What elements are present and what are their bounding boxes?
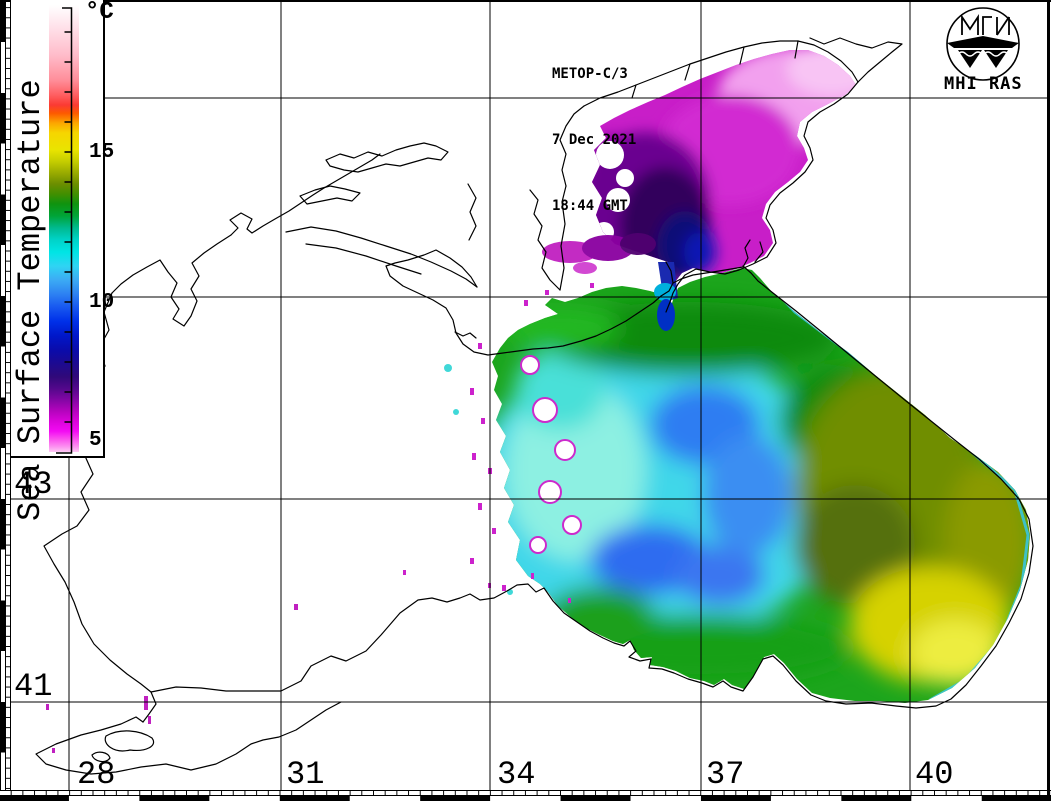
black-sea-sst-field xyxy=(492,268,1030,703)
longitude-ruler xyxy=(0,790,1051,801)
lat-label-41: 41 xyxy=(14,668,53,705)
logo-sail-right xyxy=(984,50,1008,68)
legend-unit-label: °C xyxy=(85,0,114,26)
longitude-ruler-ticks xyxy=(0,790,1051,795)
logo-monogram xyxy=(961,14,1010,36)
colorbar-gradient xyxy=(49,5,79,452)
latitude-ruler-blocks xyxy=(0,0,5,790)
lon-label-34: 34 xyxy=(497,756,536,793)
map-left-border xyxy=(10,0,11,790)
logo-wave xyxy=(957,51,1009,57)
latitude-ruler xyxy=(0,0,10,790)
colorbar-axis xyxy=(56,7,73,454)
longitude-ruler-blocks xyxy=(0,795,1051,801)
cloud-gaps xyxy=(520,355,582,554)
legend-tick-5: 5 xyxy=(89,429,102,452)
coastlines xyxy=(35,37,1034,775)
lon-label-37: 37 xyxy=(706,756,745,793)
image-header: METOP-C/3 7 Dec 2021 18:44 GMT xyxy=(552,19,636,261)
frame-top-border xyxy=(0,0,1051,2)
lat-label-43: 43 xyxy=(14,466,53,503)
satellite-name: METOP-C/3 xyxy=(552,66,628,82)
acquisition-time: 18:44 GMT xyxy=(552,198,628,214)
sivash-cold-patches xyxy=(542,233,656,274)
lon-label-40: 40 xyxy=(915,756,954,793)
lon-label-31: 31 xyxy=(286,756,325,793)
graticule xyxy=(10,2,1048,790)
latitude-ruler-ticks xyxy=(6,0,10,790)
colorbar-ticks xyxy=(64,31,72,423)
legend-tick-10: 10 xyxy=(89,291,115,314)
bosphorus-specks xyxy=(46,604,298,753)
mhi-ras-logo-icon xyxy=(946,7,1020,81)
acquisition-date: 7 Dec 2021 xyxy=(552,132,637,148)
latitude-ruler-divider xyxy=(5,0,6,790)
logo-wing xyxy=(947,36,1019,48)
frame-right-border xyxy=(1047,0,1050,801)
lon-label-28: 28 xyxy=(77,756,116,793)
logo-sail-left xyxy=(958,50,982,68)
colorbar-legend: Sea Surface Temperature °C 15 10 5 xyxy=(11,0,114,521)
logo-caption: MHI RAS xyxy=(944,74,1023,94)
legend-tick-15: 15 xyxy=(89,141,115,164)
